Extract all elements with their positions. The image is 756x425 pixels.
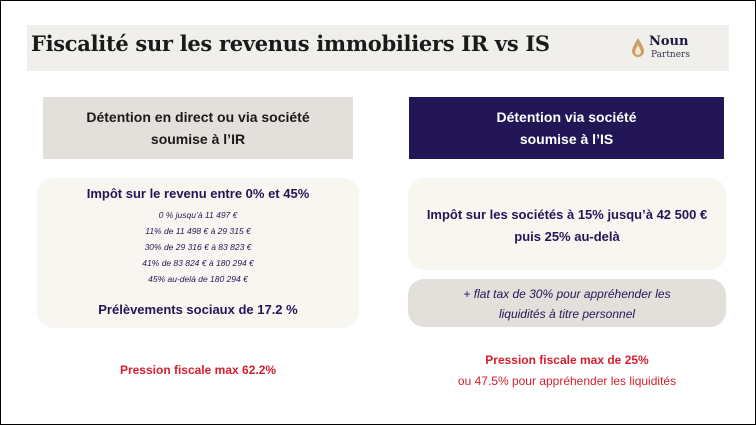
flat-tax-line1: + flat tax de 30% pour appréhender les xyxy=(463,287,671,301)
ir-max-pressure: Pression fiscale max 62.2% xyxy=(119,363,277,377)
logo-subtitle: Partners xyxy=(651,50,690,60)
flat-tax-text: + flat tax de 30% pour appréhender les l… xyxy=(408,284,726,324)
drop-icon xyxy=(632,38,644,57)
ir-details-box: Impôt sur le revenu entre 0% et 45% 0 % … xyxy=(37,178,359,328)
corporate-tax-line1: Impôt sur les sociétés à 15% jusqu’à 42 … xyxy=(426,207,708,222)
is-details-box: Impôt sur les sociétés à 15% jusqu’à 42 … xyxy=(408,178,726,270)
corporate-tax-line2: puis 25% au-delà xyxy=(514,229,620,244)
noun-partners-logo: Noun Partners xyxy=(631,33,717,65)
corporate-tax-text: Impôt sur les sociétés à 15% jusqu’à 42 … xyxy=(408,204,726,248)
is-max-pressure-note: ou 47.5% pour appréhender les liquidités xyxy=(457,374,677,388)
tax-bracket-item: 0 % jusqu’à 11 497 € xyxy=(158,210,238,220)
tax-bracket-list: 0 % jusqu’à 11 497 € 11% de 11 498 € à 2… xyxy=(37,207,359,287)
tax-bracket-item: 30% de 29 316 € à 83 823 € xyxy=(144,242,252,252)
tax-bracket-item: 11% de 11 498 € à 29 315 € xyxy=(145,226,251,236)
ir-header-line1: Détention en direct ou via société xyxy=(86,109,310,125)
flat-tax-line2: liquidités à titre personnel xyxy=(498,307,636,321)
is-max-pressure: Pression fiscale max de 25% xyxy=(485,353,649,367)
is-header-line2: soumise à l’IS xyxy=(519,131,614,147)
is-column-header: Détention via société soumise à l’IS xyxy=(409,97,724,159)
social-charges: Prélèvements sociaux de 17.2 % xyxy=(98,302,298,317)
page-title: Fiscalité sur les revenus immobiliers IR… xyxy=(31,31,550,56)
tax-bracket-item: 45% au-delà de 180 294 € xyxy=(148,274,248,284)
income-tax-heading: Impôt sur le revenu entre 0% et 45% xyxy=(86,186,310,201)
flat-tax-box: + flat tax de 30% pour appréhender les l… xyxy=(408,279,726,327)
is-header-line1: Détention via société xyxy=(496,109,637,125)
ir-column-header: Détention en direct ou via société soumi… xyxy=(43,97,353,159)
logo-wordmark: Noun xyxy=(649,34,689,49)
title-bar: Fiscalité sur les revenus immobiliers IR… xyxy=(27,25,729,71)
ir-header-line2: soumise à l’IR xyxy=(150,131,246,147)
tax-bracket-item: 41% de 83 824 € à 180 294 € xyxy=(142,258,254,268)
